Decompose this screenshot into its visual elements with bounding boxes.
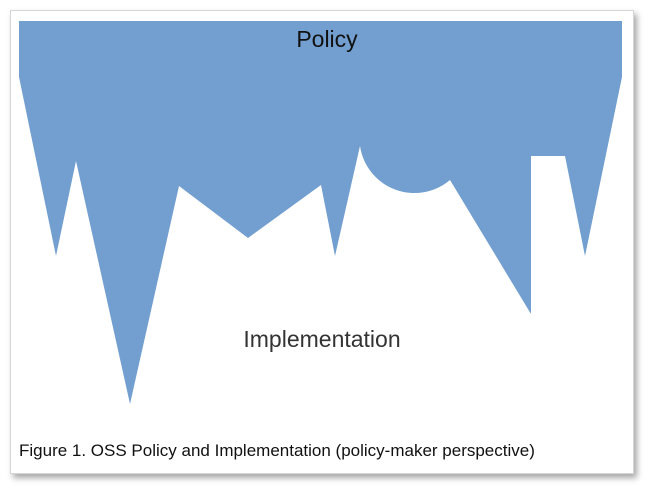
implementation-label: Implementation [243, 326, 401, 352]
policy-shape [19, 21, 622, 404]
figure-caption: Figure 1. OSS Policy and Implementation … [19, 441, 535, 460]
policy-label: Policy [296, 26, 358, 52]
